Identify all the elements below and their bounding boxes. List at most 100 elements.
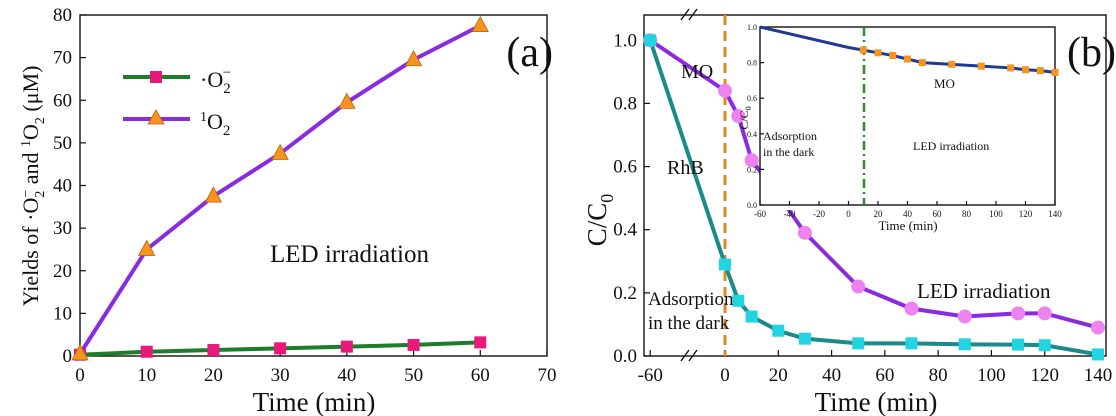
inset-x-tick-label: 0 xyxy=(846,209,851,219)
inset-x-tick-label: 80 xyxy=(962,209,972,219)
data-point xyxy=(852,337,865,350)
inset-y-tick-label: 0.4 xyxy=(747,130,757,139)
panel-a-label: (a) xyxy=(506,30,553,76)
data-point xyxy=(798,332,811,345)
panel-b-ticks: -60 0 20 40 60 80 100 120 140 0.0 0.2 0.4 0.6 0.8 1.0 xyxy=(613,30,1112,386)
y-tick-label: 20 xyxy=(53,261,72,282)
data-point xyxy=(404,49,423,67)
axis-break-marks xyxy=(680,8,698,362)
data-point xyxy=(274,342,287,355)
data-point xyxy=(732,294,745,307)
inset-x-tick-label: 60 xyxy=(933,209,943,219)
data-point xyxy=(207,344,220,357)
data-point xyxy=(731,109,746,124)
panel-a-xlabel: Time (min) xyxy=(253,387,376,416)
y-tick-label: 40 xyxy=(53,176,72,197)
inset-ylabel: C/C0 xyxy=(737,106,753,129)
panel-b-ylabel: C/C0 xyxy=(582,194,617,247)
data-point xyxy=(744,153,759,168)
inset-markers xyxy=(859,46,1059,76)
inset-x-tick-label: 100 xyxy=(989,209,1003,219)
x-tick-label: -60 xyxy=(638,365,663,386)
inset-x-tick-label: 140 xyxy=(1048,209,1062,219)
inset-data-point xyxy=(904,55,911,63)
data-point xyxy=(338,92,356,109)
x-tick-label: 30 xyxy=(271,365,290,386)
x-tick-label: 0 xyxy=(720,365,730,386)
inset-data-point xyxy=(977,62,985,70)
data-point xyxy=(718,83,732,98)
data-point xyxy=(1038,339,1051,352)
inset-ticks: -60 -40 -20 0 20 40 60 80 100 120 140 0.0 0.2 0.4 0.6 0… xyxy=(747,23,1062,219)
inset-label-led: LED irradiation xyxy=(913,139,989,153)
y-tick-label: 1.0 xyxy=(613,30,637,51)
label-mo: MO xyxy=(681,61,713,83)
data-point xyxy=(204,186,223,203)
data-point xyxy=(851,279,866,294)
data-point xyxy=(719,258,731,271)
inset-x-tick-label: -20 xyxy=(813,209,825,219)
panel-b-xlabel: Time (min) xyxy=(815,387,938,416)
x-tick-label: 0 xyxy=(75,365,85,386)
inset-x-tick-label: 120 xyxy=(1019,209,1033,219)
x-tick-label: 40 xyxy=(337,365,356,386)
x-tick-label: 60 xyxy=(875,365,894,386)
legend-label-superoxide: ·O2− xyxy=(200,65,231,97)
inset-label-in-the-dark: in the dark xyxy=(763,145,814,159)
data-point xyxy=(271,143,289,160)
data-point xyxy=(407,338,420,351)
data-point xyxy=(1011,306,1026,321)
inset-chart: -60 -40 -20 0 20 40 60 80 100 120 140 0.0 0.2 0.4 0.6 0… xyxy=(737,23,1062,233)
x-tick-label: 20 xyxy=(204,365,223,386)
inset-label-adsorption: Adsorption xyxy=(763,129,817,143)
data-point xyxy=(644,34,657,47)
label-adsorption: Adsorption xyxy=(648,289,734,310)
y-tick-label: 0.2 xyxy=(613,283,637,304)
x-tick-label: 100 xyxy=(977,365,1006,386)
legend-label-singlet-oxygen: 1O2 xyxy=(200,109,230,139)
data-point xyxy=(958,338,971,351)
data-point xyxy=(797,225,812,240)
inset-label-mo: MO xyxy=(934,76,955,91)
panel-b-chart: -60 0 20 40 60 80 100 120 1400.00.20.40.60.81.0 … xyxy=(582,8,1116,416)
inset-data-point xyxy=(874,49,882,57)
x-tick-label: 120 xyxy=(1030,365,1059,386)
label-rhb: RhB xyxy=(667,157,704,179)
inset-data-point xyxy=(889,51,897,59)
panel-a-annotation: LED irradiation xyxy=(270,241,429,268)
data-point xyxy=(471,15,489,33)
x-tick-label: 50 xyxy=(404,365,423,386)
y-tick-label: 0.4 xyxy=(613,220,637,241)
inset-y-tick-label: 0.0 xyxy=(747,201,757,210)
series-line-1 xyxy=(78,23,482,355)
inset-data-point xyxy=(859,46,867,54)
inset-x-tick-label: 20 xyxy=(874,209,884,219)
data-point xyxy=(1092,348,1104,361)
inset-data-point xyxy=(948,60,956,68)
data-point xyxy=(772,324,785,337)
x-tick-label: 20 xyxy=(769,365,788,386)
y-tick-label: 10 xyxy=(53,303,72,324)
x-tick-label: 60 xyxy=(471,365,490,386)
inset-data-point xyxy=(1007,64,1015,72)
y-tick-label: 0.6 xyxy=(613,157,637,178)
panel-a-markers xyxy=(71,15,489,361)
y-tick-label: 0 xyxy=(63,346,73,367)
x-tick-label: 10 xyxy=(137,365,156,386)
inset-data-point xyxy=(1022,66,1029,74)
y-tick-label: 0.8 xyxy=(613,93,637,114)
inset-data-point xyxy=(1036,67,1044,75)
inset-x-tick-label: -60 xyxy=(754,209,766,219)
y-tick-label: 0.0 xyxy=(613,346,637,367)
label-in-the-dark: in the dark xyxy=(648,313,730,334)
inset-x-tick-label: -40 xyxy=(784,209,796,219)
inset-y-tick-label: 1.0 xyxy=(747,23,757,32)
data-point xyxy=(1037,306,1052,321)
data-point xyxy=(474,336,487,349)
panel-a-legend: ·O2− 1O2 xyxy=(123,65,231,139)
inset-data-point xyxy=(1051,68,1059,76)
inset-xlabel: Time (min) xyxy=(878,218,937,233)
data-point xyxy=(745,310,758,323)
data-point xyxy=(904,301,919,316)
